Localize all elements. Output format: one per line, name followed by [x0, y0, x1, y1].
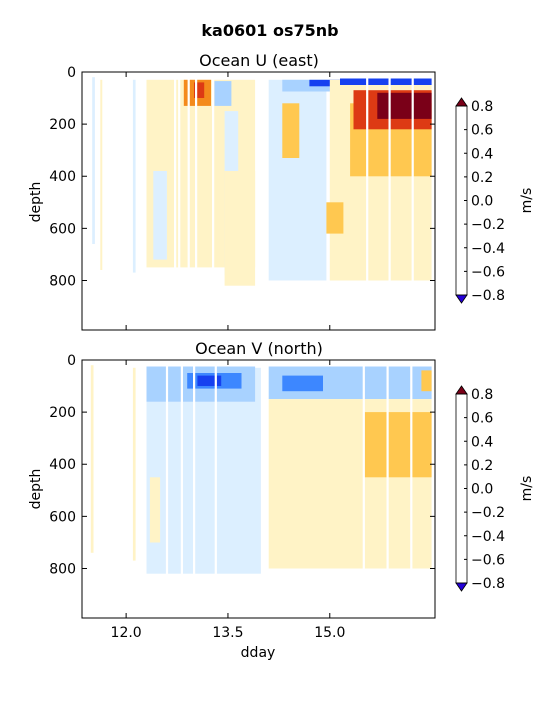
contour-region: [282, 375, 323, 392]
y-axis-label: depth: [28, 469, 44, 510]
colorbar-extend-min: [455, 294, 468, 304]
colorbar-tick-label: 0.8: [471, 99, 493, 115]
data-gap: [187, 72, 190, 330]
contour-region: [153, 171, 167, 260]
y-tick-label: 600: [49, 221, 76, 237]
colorbar-tick-label: −0.6: [471, 264, 505, 280]
colorbar: 0.8 0.6 0.4 0.2 0.0 −0.2 −0.4 −0.6 −0.8 m/s: [455, 97, 535, 304]
colorbar-extend-max: [455, 97, 468, 107]
colorbar-tick-label: 0.0: [471, 194, 493, 210]
colorbar-label: m/s: [519, 188, 535, 214]
plot-frame: [81, 71, 436, 331]
y-tick-label: 800: [49, 561, 76, 577]
panel-title: Ocean U (east): [199, 51, 319, 70]
data-gap: [180, 360, 183, 618]
data-gap: [214, 360, 217, 618]
contour-region: [146, 367, 262, 574]
colorbar-tick-label: 0.0: [471, 482, 493, 498]
figure-suptitle: ka0601 os75nb: [201, 21, 338, 40]
y-axis-label: depth: [28, 182, 44, 223]
contour-region: [132, 79, 136, 273]
data-gap: [386, 360, 389, 618]
plot-frame: [81, 359, 436, 619]
data-gap: [178, 72, 181, 330]
contour-region: [194, 82, 205, 98]
data-gap: [212, 72, 215, 330]
contour-region: [197, 375, 222, 386]
colorbar-tick-label: 0.4: [471, 434, 493, 450]
data-gap: [193, 360, 196, 618]
y-tick-label: 0: [67, 353, 76, 369]
colorbar-tick-label: −0.4: [471, 241, 505, 257]
y-tick-label: 200: [49, 405, 76, 421]
contour-region: [224, 171, 256, 286]
contour-region: [377, 92, 432, 119]
plot-area: 0 200 400 600 800: [49, 65, 436, 331]
contour-region: [132, 367, 136, 561]
colorbar-tick-label: −0.4: [471, 529, 505, 545]
panel-title: Ocean V (north): [195, 339, 323, 358]
data-gap: [195, 72, 198, 330]
data-gap: [165, 360, 169, 618]
colorbar-tick-label: 0.6: [471, 411, 493, 427]
contour-region: [340, 78, 432, 85]
data-gap: [260, 72, 264, 330]
contour-region: [214, 81, 232, 106]
colorbar-tick-label: −0.8: [471, 576, 505, 592]
y-tick-label: 0: [67, 65, 76, 81]
contour-region: [309, 79, 340, 87]
colorbar: 0.8 0.6 0.4 0.2 0.0 −0.2 −0.4 −0.6 −0.8 m/s: [455, 385, 535, 592]
colorbar-tick-label: −0.2: [471, 217, 505, 233]
contour-region: [421, 370, 432, 392]
contour-region: [282, 103, 300, 158]
colorbar-tick-label: −0.8: [471, 288, 505, 304]
x-tick-label: 12.0: [111, 625, 142, 641]
colorbar-tick-label: 0.4: [471, 146, 493, 162]
colorbar-label: m/s: [519, 476, 535, 502]
data-gap: [264, 72, 267, 330]
data-field: [92, 72, 432, 330]
data-gap: [366, 72, 369, 330]
contour-region: [326, 202, 344, 234]
contour-region: [100, 79, 103, 270]
data-gap: [388, 72, 391, 330]
data-gap: [362, 360, 365, 618]
colorbar-extend-min: [455, 582, 468, 592]
data-gap: [260, 360, 264, 618]
contour-region: [370, 419, 395, 446]
colorbar-tick-label: 0.2: [471, 458, 493, 474]
colorbar-extend-max: [455, 385, 468, 395]
y-tick-label: 800: [49, 273, 76, 289]
data-gap: [411, 72, 414, 330]
x-axis-label: dday: [241, 645, 276, 661]
data-field: [90, 360, 432, 618]
colorbar-tick-label: −0.2: [471, 505, 505, 521]
y-tick-label: 400: [49, 169, 76, 185]
colorbar-tick-label: 0.8: [471, 387, 493, 403]
contour-region: [90, 365, 94, 553]
y-tick-label: 200: [49, 117, 76, 133]
contour-region: [149, 477, 161, 543]
colorbar-tick-label: −0.6: [471, 552, 505, 568]
contour-region: [92, 77, 95, 244]
y-tick-label: 400: [49, 457, 76, 473]
colorbar-tick-label: 0.2: [471, 170, 493, 186]
data-gap: [410, 360, 413, 618]
x-tick-label: 15.0: [314, 625, 345, 641]
data-gap: [264, 360, 267, 618]
panel-ocean-v: Ocean V (north) depth dday 0 200 400 600 800…: [28, 339, 535, 661]
colorbar-tick-label: 0.6: [471, 123, 493, 139]
x-tick-label: 13.5: [212, 625, 243, 641]
plot-area: 0 200 400 600 800 12.0 13.5 15.0: [49, 353, 436, 641]
data-gap: [174, 72, 177, 330]
y-tick-label: 600: [49, 509, 76, 525]
